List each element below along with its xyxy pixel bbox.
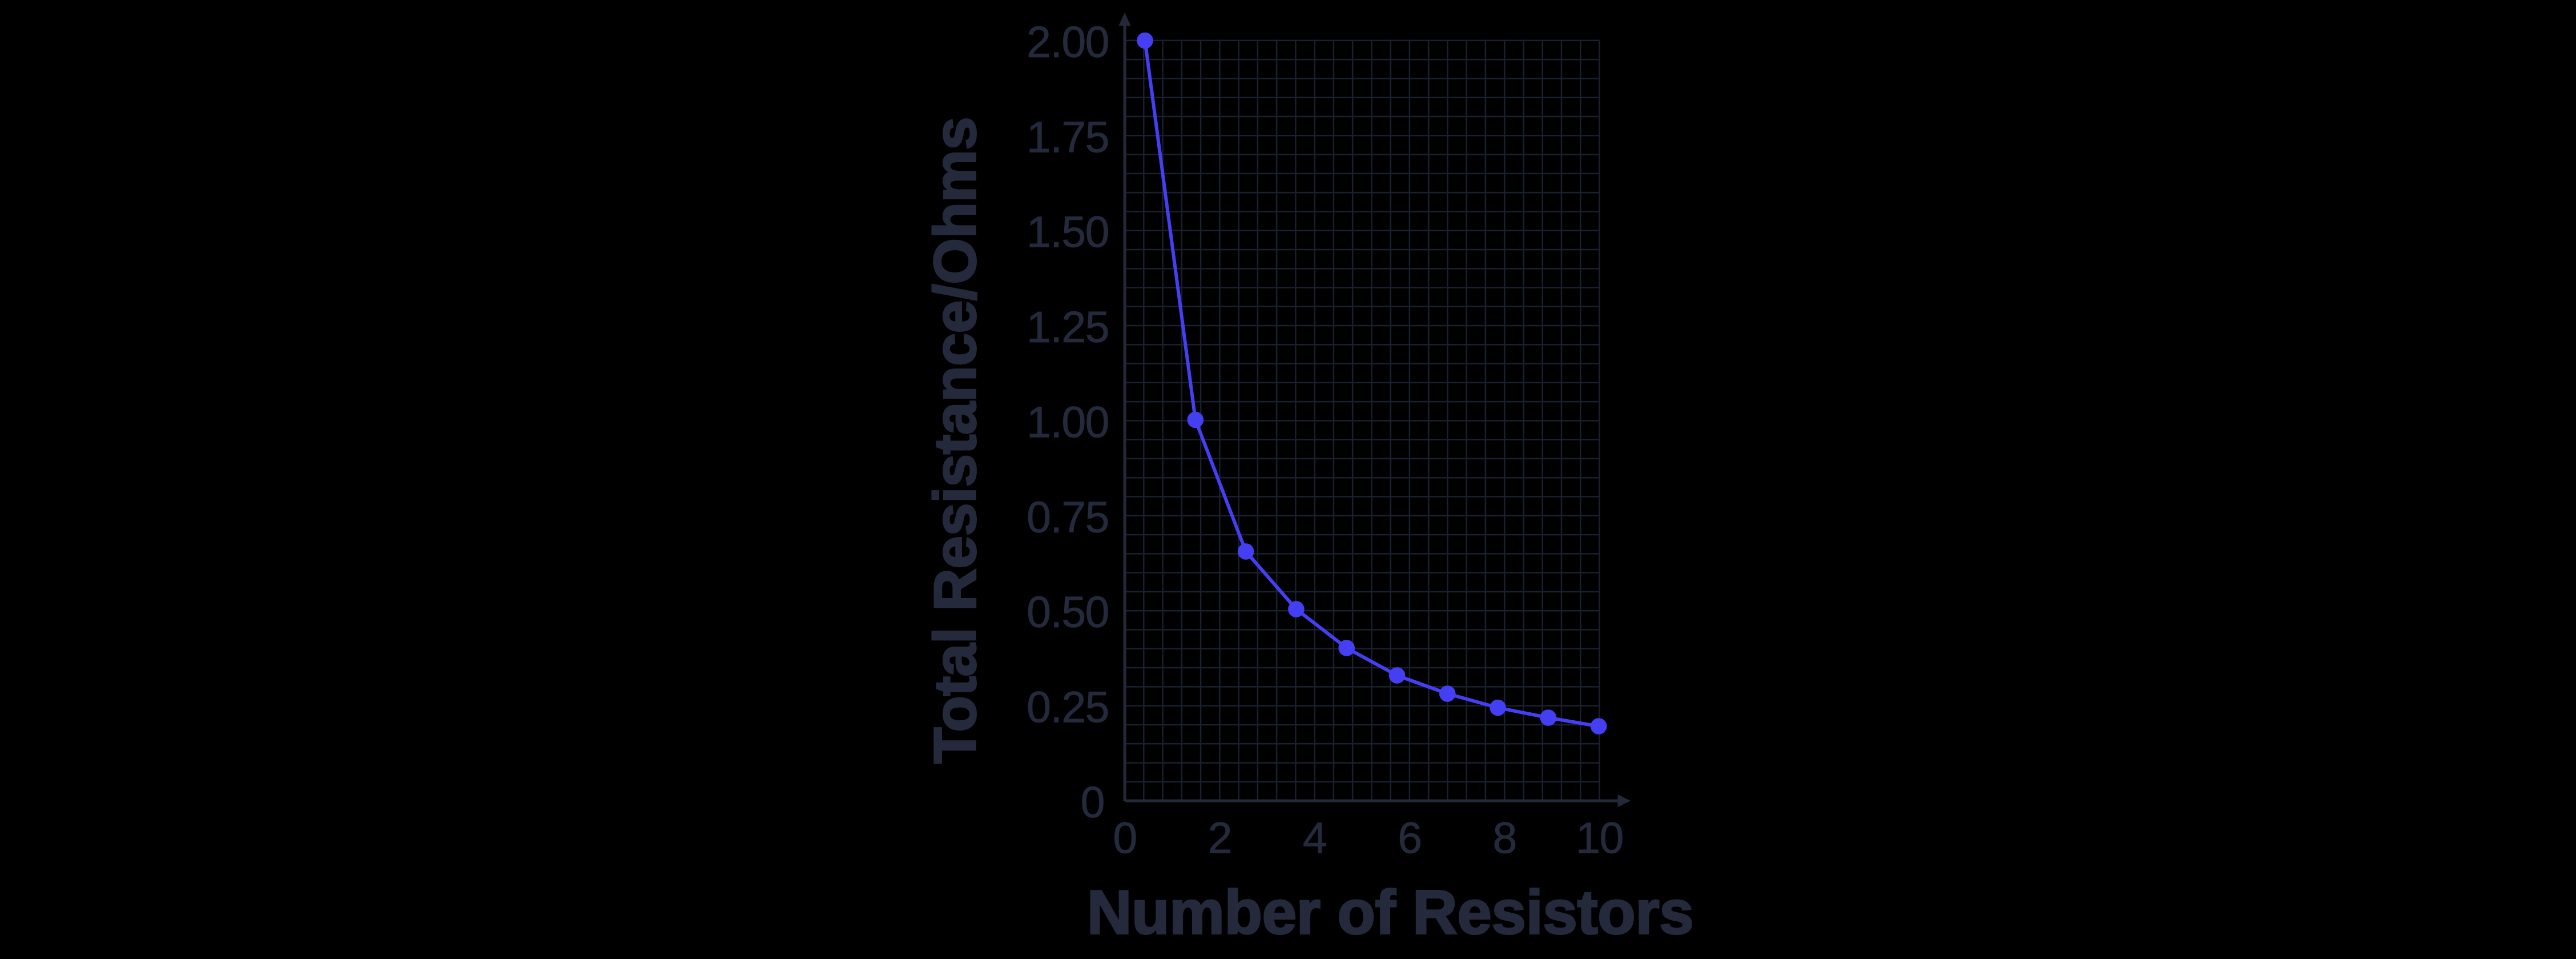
svg-text:Total Resistance/Ohms: Total Resistance/Ohms bbox=[923, 117, 989, 764]
svg-text:0.75: 0.75 bbox=[1027, 493, 1109, 542]
svg-text:8: 8 bbox=[1493, 814, 1516, 863]
svg-text:2: 2 bbox=[1208, 814, 1231, 863]
svg-text:Number of Resistors: Number of Resistors bbox=[1087, 878, 1694, 948]
svg-text:2.00: 2.00 bbox=[1027, 18, 1109, 67]
svg-text:0: 0 bbox=[1113, 814, 1136, 863]
svg-text:6: 6 bbox=[1398, 814, 1421, 863]
svg-text:1.50: 1.50 bbox=[1027, 208, 1109, 257]
svg-text:1.00: 1.00 bbox=[1027, 398, 1109, 447]
svg-text:0.25: 0.25 bbox=[1027, 683, 1109, 732]
svg-text:0: 0 bbox=[1081, 778, 1104, 827]
svg-text:1.25: 1.25 bbox=[1027, 303, 1109, 352]
svg-text:10: 10 bbox=[1576, 814, 1623, 863]
svg-text:4: 4 bbox=[1303, 814, 1326, 863]
svg-text:1.75: 1.75 bbox=[1027, 113, 1109, 162]
svg-text:0.50: 0.50 bbox=[1027, 588, 1109, 637]
